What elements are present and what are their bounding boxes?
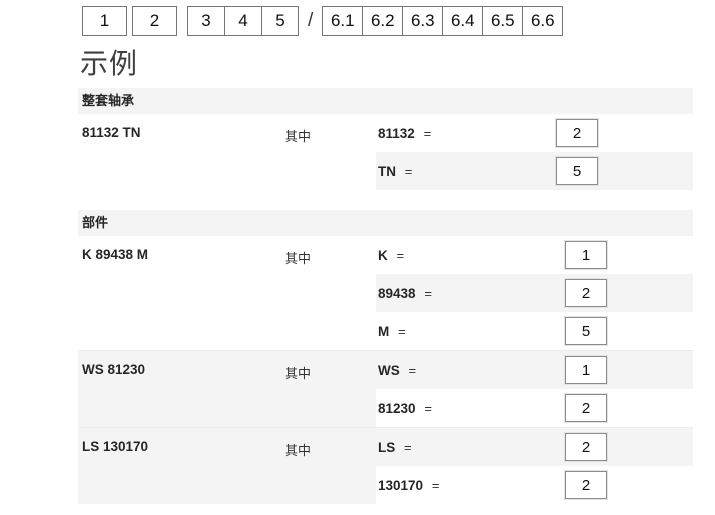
prefix-label: 81230 = [378, 401, 432, 416]
designation-cell: K 89438 M [82, 247, 149, 262]
designation-position-bar: 1 2 3 4 5 / 6.1 6.2 6.3 6.4 6.5 6.6 [82, 6, 564, 36]
position-value-box: 2 [565, 394, 607, 422]
position-value-box: 2 [565, 279, 607, 307]
breakdown-list: 81132 = 2 TN = 5 [376, 114, 693, 190]
prefix-label: LS = [378, 440, 412, 455]
prefix-label: M = [378, 324, 406, 339]
prefix-code: M [378, 323, 390, 339]
breakdown-list: K = 1 89438 = 2 M = [376, 236, 693, 350]
position-cell-6-6: 6.6 [522, 7, 563, 35]
breakdown-list: WS = 1 81230 = 2 [376, 351, 693, 427]
position-value-box: 2 [565, 433, 607, 461]
designation-group-LS130170: LS 130170 其中 LS = 2 130170 = 2 [78, 427, 693, 504]
breakdown-row: K = 1 [376, 236, 693, 274]
position-value-box: 1 [565, 356, 607, 384]
where-label: 其中 [285, 251, 312, 266]
position-cell-5: 5 [261, 7, 298, 35]
breakdown-row: WS = 1 [376, 351, 693, 389]
breakdown-row: TN = 5 [376, 152, 693, 190]
section-complete-bearings: 整套轴承 81132 TN 其中 81132 = 2 TN = 5 [78, 88, 693, 190]
prefix-label: K = [378, 248, 404, 263]
position-cell-6-3: 6.3 [402, 7, 443, 35]
equals-sign: = [398, 323, 406, 339]
where-label: 其中 [285, 129, 312, 144]
position-cell-6-1: 6.1 [323, 7, 363, 35]
slash-separator: / [308, 10, 314, 31]
section-header-complete-bearings: 整套轴承 [78, 88, 693, 114]
breakdown-list: LS = 2 130170 = 2 [376, 428, 693, 504]
prefix-label: 89438 = [378, 286, 432, 301]
prefix-code: 81230 [378, 400, 416, 416]
section-header-components: 部件 [78, 210, 693, 236]
position-box-1: 1 [82, 6, 127, 36]
section-spacer [78, 190, 693, 210]
prefix-label: WS = [378, 363, 416, 378]
equals-sign: = [423, 125, 432, 141]
prefix-code: K [378, 247, 388, 263]
breakdown-row: 81132 = 2 [376, 114, 693, 152]
position-value-box: 5 [565, 317, 607, 345]
prefix-code: 89438 [378, 285, 416, 301]
breakdown-row: 89438 = 2 [376, 274, 693, 312]
position-cell-6-5: 6.5 [482, 7, 523, 35]
section-components: 部件 K 89438 M 其中 K = 1 89438 = 2 [78, 210, 693, 504]
designation-group-81132TN: 81132 TN 其中 81132 = 2 TN = 5 [78, 114, 693, 190]
position-group-3-4-5: 3 4 5 [187, 6, 299, 36]
breakdown-row: 130170 = 2 [376, 466, 693, 504]
position-group-6: 6.1 6.2 6.3 6.4 6.5 6.6 [322, 6, 564, 36]
prefix-label: 81132 = [378, 126, 431, 141]
examples-document: 整套轴承 81132 TN 其中 81132 = 2 TN = 5 [78, 88, 693, 504]
breakdown-row: LS = 2 [376, 428, 693, 466]
designation-cell: WS 81230 [78, 351, 285, 427]
position-cell-6-4: 6.4 [442, 7, 483, 35]
page-title: 示例 [80, 48, 139, 79]
designation-cell: 81132 TN [82, 125, 141, 140]
equals-sign: = [431, 477, 440, 493]
position-value-box: 2 [556, 119, 598, 147]
prefix-label: 130170 = [378, 478, 439, 493]
equals-sign: = [396, 247, 405, 263]
position-value-box: 2 [565, 471, 607, 499]
prefix-code: LS [378, 439, 396, 455]
breakdown-row: 81230 = 2 [376, 389, 693, 427]
designation-group-WS81230: WS 81230 其中 WS = 1 81230 = 2 [78, 350, 693, 427]
position-box-2: 2 [132, 6, 177, 36]
prefix-code: TN [378, 163, 396, 179]
where-label: 其中 [285, 428, 376, 504]
prefix-code: 130170 [378, 477, 424, 493]
equals-sign: = [408, 362, 417, 378]
position-value-box: 5 [556, 157, 598, 185]
prefix-code: WS [378, 362, 400, 378]
equals-sign: = [424, 285, 432, 301]
where-label: 其中 [285, 351, 376, 427]
breakdown-row: M = 5 [376, 312, 693, 350]
equals-sign: = [404, 439, 412, 455]
equals-sign: = [424, 400, 432, 416]
position-value-box: 1 [565, 241, 607, 269]
position-cell-6-2: 6.2 [362, 7, 403, 35]
position-cell-4: 4 [224, 7, 261, 35]
prefix-label: TN = [378, 164, 412, 179]
position-cell-3: 3 [188, 7, 224, 35]
prefix-code: 81132 [378, 125, 415, 141]
designation-group-K89438M: K 89438 M 其中 K = 1 89438 = 2 [78, 236, 693, 350]
designation-cell: LS 130170 [78, 428, 285, 504]
equals-sign: = [404, 163, 413, 179]
